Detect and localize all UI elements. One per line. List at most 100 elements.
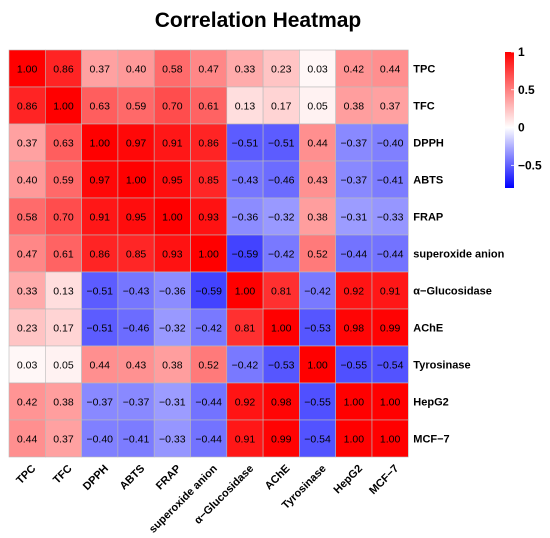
cell-value-r9-c3: −0.37 [123, 396, 150, 408]
heatmap-cell-r6-c7 [262, 271, 300, 310]
heatmap-cell-r1-c6 [226, 86, 264, 125]
heatmap-cell-r6-c5 [190, 271, 228, 310]
cell-value-r2-c2: 1.00 [90, 137, 111, 149]
heatmap-cell-r7-c10 [371, 308, 409, 347]
cell-value-r6-c2: −0.51 [86, 285, 113, 297]
cell-value-r7-c8: −0.53 [304, 322, 331, 334]
heatmap-cell-r8-c10 [371, 345, 409, 384]
cell-value-r6-c7: 0.81 [271, 285, 292, 297]
cell-value-r7-c6: 0.81 [235, 322, 256, 334]
heatmap-cell-r0-c1 [44, 49, 82, 88]
cell-value-r1-c4: 0.70 [162, 100, 183, 112]
cell-value-r6-c9: 0.92 [344, 285, 365, 297]
heatmap-cell-r3-c6 [226, 160, 264, 199]
heatmap-cell-r7-c7 [262, 308, 300, 347]
heatmap-cell-r3-c10 [371, 160, 409, 199]
heatmap-cell-r6-c0 [8, 271, 46, 310]
cell-value-r1-c10: 0.37 [380, 100, 401, 112]
heatmap-cell-r2-c8 [299, 123, 336, 162]
cell-value-r5-c5: 1.00 [198, 248, 219, 260]
chart-title: Correlation Heatmap [155, 9, 362, 32]
heatmap-cell-r4-c6 [226, 197, 264, 236]
heatmap-cell-r9-c5 [190, 382, 228, 421]
cell-value-r0-c10: 0.44 [380, 63, 401, 75]
heatmap-cell-r6-c2 [81, 271, 119, 310]
cell-value-r9-c8: −0.55 [304, 396, 331, 408]
heatmap-cell-r0-c9 [335, 49, 373, 88]
heatmap-cell-r9-c8 [299, 382, 336, 421]
cell-value-r5-c1: 0.61 [53, 248, 74, 260]
heatmap-cell-r7-c4 [153, 308, 191, 347]
cell-value-r10-c7: 0.99 [271, 433, 292, 445]
cell-value-r8-c9: −0.55 [341, 359, 368, 371]
cell-value-r3-c1: 0.59 [53, 174, 74, 186]
cell-value-r5-c3: 0.85 [126, 248, 147, 260]
cell-value-r8-c0: 0.03 [17, 359, 38, 371]
cell-value-r10-c4: −0.33 [159, 433, 186, 445]
cell-value-r7-c7: 1.00 [271, 322, 292, 334]
cell-value-r9-c0: 0.42 [17, 396, 38, 408]
cell-value-r6-c10: 0.91 [380, 285, 401, 297]
heatmap-cell-r1-c7 [262, 86, 300, 125]
row-label-abts: ABTS [413, 175, 443, 187]
cell-value-r9-c4: −0.31 [159, 396, 186, 408]
legend-tick-label: −0.5 [518, 158, 542, 172]
heatmap-cell-r10-c7 [262, 419, 300, 458]
heatmap-cell-r4-c3 [117, 197, 155, 236]
heatmap-cell-r3-c8 [299, 160, 336, 199]
column-label-abts: ABTS [118, 463, 148, 493]
cell-value-r6-c5: −0.59 [195, 285, 222, 297]
cell-value-r8-c2: 0.44 [90, 359, 111, 371]
heatmap-cell-r10-c0 [8, 419, 46, 458]
cell-value-r3-c5: 0.85 [198, 174, 219, 186]
cell-value-r4-c3: 0.95 [126, 211, 147, 223]
heatmap-cell-r4-c5 [190, 197, 228, 236]
cell-value-r7-c5: −0.42 [195, 322, 222, 334]
heatmap-cell-r1-c9 [335, 86, 373, 125]
heatmap-cell-r9-c10 [371, 382, 409, 421]
legend-tick-label: 0 [518, 121, 525, 135]
heatmap-cell-r5-c5 [190, 234, 228, 273]
column-label-hepg2: HepG2 [331, 463, 365, 497]
heatmap-cell-r6-c3 [117, 271, 155, 310]
heatmap-cell-r1-c2 [81, 86, 119, 125]
cell-value-r4-c2: 0.91 [90, 211, 111, 223]
heatmap-cell-r9-c4 [153, 382, 191, 421]
cell-value-r2-c6: −0.51 [232, 137, 259, 149]
cell-value-r8-c5: 0.52 [198, 359, 219, 371]
heatmap-cell-r0-c0 [8, 49, 46, 88]
column-label-dpph: DPPH [81, 463, 111, 493]
heatmap-cell-r5-c8 [299, 234, 336, 273]
heatmap-cell-r9-c7 [262, 382, 300, 421]
cell-value-r2-c4: 0.91 [162, 137, 183, 149]
cell-value-r6-c6: 1.00 [235, 285, 256, 297]
cell-value-r2-c8: 0.44 [307, 137, 328, 149]
heatmap-cell-r8-c8 [299, 345, 336, 384]
cell-value-r10-c2: −0.40 [86, 433, 113, 445]
heatmap-cell-r10-c10 [371, 419, 409, 458]
heatmap-cell-r0-c5 [190, 49, 228, 88]
cell-value-r1-c6: 0.13 [235, 100, 256, 112]
cell-value-r9-c6: 0.92 [235, 396, 256, 408]
heatmap-cell-r2-c10 [371, 123, 409, 162]
heatmap-cell-r2-c5 [190, 123, 228, 162]
cell-value-r0-c6: 0.33 [235, 63, 256, 75]
cell-value-r10-c8: −0.54 [304, 433, 331, 445]
heatmap-cell-r7-c6 [226, 308, 264, 347]
heatmap-cell-r7-c3 [117, 308, 155, 347]
heatmap-cell-r10-c1 [44, 419, 82, 458]
row-label-tfc: TFC [413, 101, 434, 113]
cell-value-r10-c5: −0.44 [195, 433, 222, 445]
cell-value-r2-c0: 0.37 [17, 137, 38, 149]
heatmap-cell-r8-c5 [190, 345, 228, 384]
heatmap-cell-r1-c5 [190, 86, 228, 125]
cell-value-r8-c10: −0.54 [377, 359, 404, 371]
cell-value-r5-c6: −0.59 [232, 248, 259, 260]
cell-value-r7-c3: −0.46 [123, 322, 150, 334]
cell-value-r9-c5: −0.44 [195, 396, 222, 408]
heatmap-cell-r1-c8 [299, 86, 336, 125]
cell-value-r2-c10: −0.40 [377, 137, 404, 149]
heatmap-cell-r7-c5 [190, 308, 228, 347]
heatmap-cell-r1-c0 [8, 86, 46, 125]
